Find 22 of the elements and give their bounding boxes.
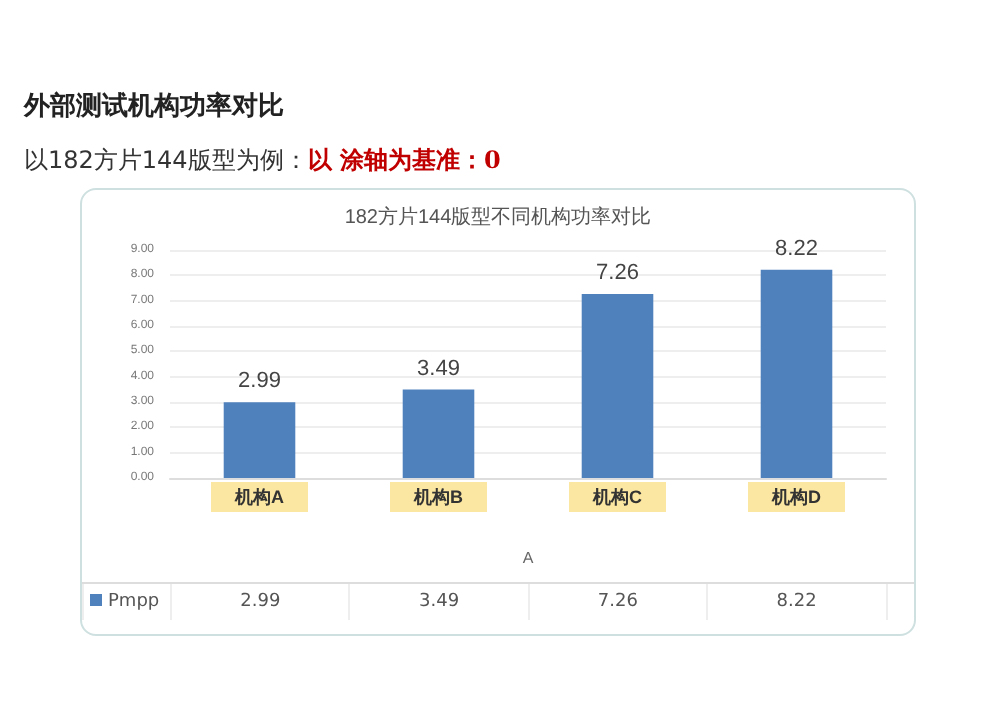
bar <box>581 294 654 478</box>
text: 182方片144版型不同机构功率对比 <box>344 205 652 229</box>
text: 8.22 <box>707 583 886 620</box>
legend-label: Pmpp <box>83 583 171 620</box>
data-label: 3.49 <box>417 356 460 381</box>
bar <box>760 269 833 478</box>
x-tick-label: 机构D <box>770 487 822 507</box>
chart-title: 外部测试机构功率对比 <box>24 89 284 124</box>
x-axis-title: A <box>522 549 535 567</box>
text: 3.49 <box>349 583 529 620</box>
data-label: 7.26 <box>596 261 639 286</box>
text: 7.26 <box>528 583 708 620</box>
bar <box>402 389 475 478</box>
x-tick-label: 机构C <box>591 487 643 507</box>
data-label: 2.99 <box>238 369 281 394</box>
text: 2.99 <box>171 583 350 620</box>
x-tick-label: 机构B <box>412 487 464 507</box>
chart-subtitle: 以182方片144版型为例： <box>24 146 308 174</box>
bar <box>223 402 296 478</box>
x-tick-label: 机构A <box>233 487 285 507</box>
text: 以 涂轴为基准：0 <box>307 146 501 174</box>
data-label: 8.22 <box>775 236 818 261</box>
